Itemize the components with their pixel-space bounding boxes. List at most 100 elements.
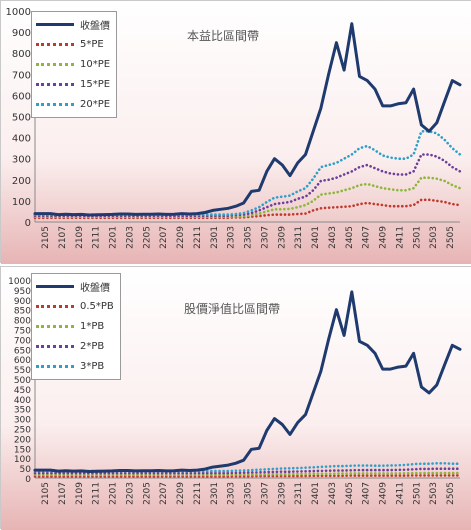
x-tick-label: 2411 xyxy=(395,226,405,249)
legend-item: 20*PE xyxy=(36,94,110,114)
y-tick-label: 750 xyxy=(14,327,31,337)
y-tick-label: 150 xyxy=(14,445,31,455)
x-tick-label: 2411 xyxy=(395,482,405,505)
x-tick-label: 2307 xyxy=(260,482,270,505)
pb-band-chart-panel: 0 50 100 150 200 250 300 350 400 450 500 550 600 650 7… xyxy=(0,266,471,530)
x-tick-label: 2207 xyxy=(159,482,169,505)
x-tick-label: 2309 xyxy=(277,482,287,505)
legend-label: 10*PE xyxy=(80,58,111,70)
chart-title: 股價淨值比區間帶 xyxy=(184,302,281,316)
x-tick-label: 2405 xyxy=(345,226,355,249)
x-tick-label: 2505 xyxy=(446,226,456,249)
y-tick-label: 50 xyxy=(20,465,32,475)
chart-legend: 收盤價 0.5*PB 1*PB 2*PB 3*PB xyxy=(31,273,121,380)
x-tick-label: 2301 xyxy=(210,226,220,249)
series-line-0 xyxy=(33,290,462,473)
y-tick-label: 1000 xyxy=(6,7,31,18)
x-tick-label: 2111 xyxy=(92,226,102,249)
x-tick-label: 2403 xyxy=(328,226,338,249)
x-tick-label: 2203 xyxy=(125,226,135,249)
y-tick-label: 0 xyxy=(25,218,31,229)
legend-swatch xyxy=(36,344,74,348)
x-tick-label: 2111 xyxy=(92,482,102,505)
legend-item: 5*PE xyxy=(36,34,110,54)
x-tick-label: 2401 xyxy=(311,482,321,505)
x-tick-label: 2105 xyxy=(41,482,51,505)
x-tick-label: 2409 xyxy=(379,482,389,505)
y-tick-label: 700 xyxy=(12,70,31,81)
x-tick-label: 2307 xyxy=(260,226,270,249)
x-tick-label: 2407 xyxy=(362,226,372,249)
x-tick-label: 2209 xyxy=(176,226,186,249)
legend-label: 收盤價 xyxy=(80,20,110,32)
pe-band-chart: 0 100 200 300 400 500 600 700 800 900 1000 2105 2107… xyxy=(1,1,471,264)
x-tick-label: 2501 xyxy=(412,482,422,505)
x-tick-label: 2301 xyxy=(210,482,220,505)
series-line-3 xyxy=(33,467,462,475)
x-tick-label: 2503 xyxy=(429,482,439,505)
x-tick-label: 2107 xyxy=(58,482,68,505)
y-tick-label: 200 xyxy=(12,176,31,187)
legend-swatch xyxy=(36,304,74,308)
y-tick-label: 800 xyxy=(12,49,31,60)
legend-item: 10*PE xyxy=(36,54,110,74)
x-tick-label: 2201 xyxy=(109,226,119,249)
y-tick-label: 400 xyxy=(14,396,31,406)
y-tick-label: 950 xyxy=(14,287,31,297)
y-tick-label: 300 xyxy=(14,416,31,426)
y-tick-label: 200 xyxy=(14,435,31,445)
y-tick-label: 650 xyxy=(14,346,31,356)
x-tick-label: 2109 xyxy=(75,226,85,249)
y-tick-label: 250 xyxy=(14,426,31,436)
legend-label: 1*PB xyxy=(80,320,105,332)
series-line-1 xyxy=(33,474,462,478)
y-tick-label: 500 xyxy=(14,376,31,386)
legend-label: 2*PB xyxy=(80,340,105,352)
x-tick-label: 2501 xyxy=(412,226,422,249)
legend-swatch xyxy=(36,62,74,66)
series-line-2 xyxy=(33,176,462,218)
x-tick-label: 2311 xyxy=(294,226,304,249)
x-tick-label: 2207 xyxy=(159,226,169,249)
x-tick-label: 2209 xyxy=(176,482,186,505)
chart-legend: 收盤價 5*PE 10*PE 15*PE 20*PE xyxy=(31,11,118,118)
y-tick-label: 850 xyxy=(14,307,31,317)
x-tick-label: 2109 xyxy=(75,482,85,505)
y-tick-label: 600 xyxy=(14,356,31,366)
y-tick-label: 700 xyxy=(14,336,31,346)
x-tick-label: 2205 xyxy=(142,226,152,249)
x-tick-label: 2303 xyxy=(227,226,237,249)
y-tick-label: 800 xyxy=(14,317,31,327)
legend-swatch xyxy=(36,82,74,86)
y-tick-label: 500 xyxy=(12,113,31,124)
x-tick-label: 2401 xyxy=(311,226,321,249)
legend-item: 收盤價 xyxy=(36,276,114,296)
legend-item: 收盤價 xyxy=(36,14,110,34)
x-tick-label: 2201 xyxy=(109,482,119,505)
x-tick-label: 2107 xyxy=(58,226,68,249)
x-tick-label: 2403 xyxy=(328,482,338,505)
x-tick-label: 2105 xyxy=(41,226,51,249)
y-tick-label: 400 xyxy=(12,134,31,145)
y-tick-label: 350 xyxy=(14,406,31,416)
y-tick-label: 0 xyxy=(25,475,31,485)
legend-swatch xyxy=(36,102,74,106)
x-tick-label: 2311 xyxy=(294,482,304,505)
legend-swatch xyxy=(36,22,74,26)
legend-label: 收盤價 xyxy=(80,282,110,294)
chart-title: 本益比區間帶 xyxy=(187,29,260,43)
y-tick-label: 900 xyxy=(12,28,31,39)
y-tick-label: 100 xyxy=(14,455,31,465)
x-tick-label: 2409 xyxy=(379,226,389,249)
legend-swatch xyxy=(36,284,74,288)
series-line-0 xyxy=(33,22,462,217)
y-tick-label: 550 xyxy=(14,366,31,376)
y-tick-label: 450 xyxy=(14,386,31,396)
x-tick-label: 2305 xyxy=(244,226,254,249)
y-tick-label: 100 xyxy=(12,197,31,208)
legend-label: 20*PE xyxy=(80,98,111,110)
legend-label: 15*PE xyxy=(80,78,111,90)
x-tick-label: 2211 xyxy=(193,226,203,249)
series-line-2 xyxy=(33,471,462,477)
legend-label: 0.5*PB xyxy=(80,300,114,312)
